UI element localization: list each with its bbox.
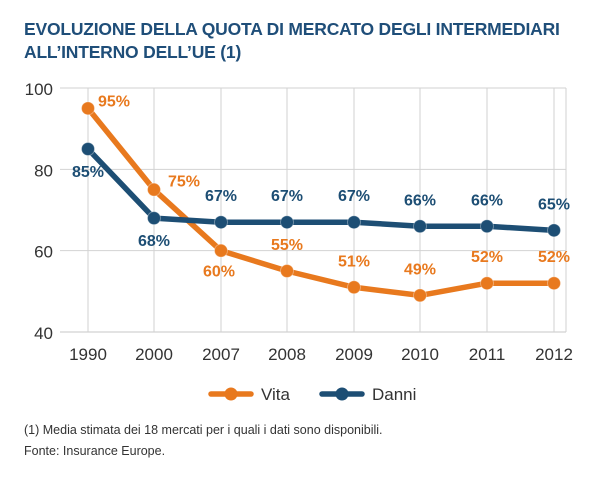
series-line-vita [85,105,557,299]
data-label-danni: 67% [338,188,370,205]
data-label-danni: 65% [538,196,570,213]
data-label-vita: 60% [203,264,235,281]
legend-label-vita: Vita [261,385,291,404]
data-label-danni: 66% [471,192,503,209]
data-point-vita [280,264,294,278]
x-tick-label: 2011 [469,345,506,364]
data-label-vita: 52% [471,249,503,266]
source-note: Fonte: Insurance Europe. [24,444,166,458]
line-chart: 100 80 60 40 1990 2000 2007 2008 2009 2010 2011 201… [25,80,573,404]
x-tick-label: 2012 [535,345,573,364]
y-tick-label: 80 [34,161,53,180]
data-point-danni [214,215,228,230]
x-tick-label: 1990 [69,345,107,364]
data-label-vita: 49% [404,261,436,278]
data-point-danni [81,142,95,156]
x-tick-label: 2008 [268,345,306,364]
chart-title-line-2: ALL’INTERNO DELL’UE (1) [24,42,242,62]
data-point-vita [413,288,427,303]
y-tick-label: 60 [34,243,53,262]
data-label-danni: 67% [271,188,303,205]
chart-title-line-1: EVOLUZIONE DELLA QUOTA DI MERCATO DEGLI … [24,19,560,39]
data-point-vita [347,280,361,295]
data-point-vita [547,276,561,291]
legend-swatch-marker-vita [224,387,238,401]
data-label-vita: 95% [98,93,130,110]
data-label-danni: 67% [205,188,237,205]
data-label-danni: 66% [404,192,436,209]
y-tick-label: 40 [34,324,53,343]
data-point-vita [214,243,228,258]
data-label-vita: 75% [168,174,200,191]
data-point-vita [147,182,161,197]
data-point-danni [280,215,294,230]
data-point-danni [480,219,494,234]
data-point-vita [480,276,494,291]
data-label-danni: 68% [138,233,170,250]
data-label-vita: 51% [338,253,370,270]
legend-swatch-marker-danni [335,387,349,401]
y-tick-label: 100 [25,80,53,99]
x-tick-label: 2000 [135,345,173,364]
data-point-vita [81,101,95,116]
data-label-vita: 52% [538,249,570,266]
chart-title: EVOLUZIONE DELLA QUOTA DI MERCATO DEGLI … [24,18,604,64]
data-point-danni [547,223,561,238]
data-label-vita: 55% [271,237,303,254]
footnote: (1) Media stimata dei 18 mercati per i q… [24,423,383,437]
data-label-danni: 85% [72,164,104,181]
x-tick-label: 2010 [401,345,439,364]
data-point-danni [347,215,361,230]
x-tick-label: 2007 [202,345,240,364]
x-tick-label: 2009 [335,345,373,364]
data-point-danni [413,219,427,234]
data-point-danni [147,211,161,226]
series-line-danni [85,146,557,234]
legend-label-danni: Danni [372,385,416,404]
